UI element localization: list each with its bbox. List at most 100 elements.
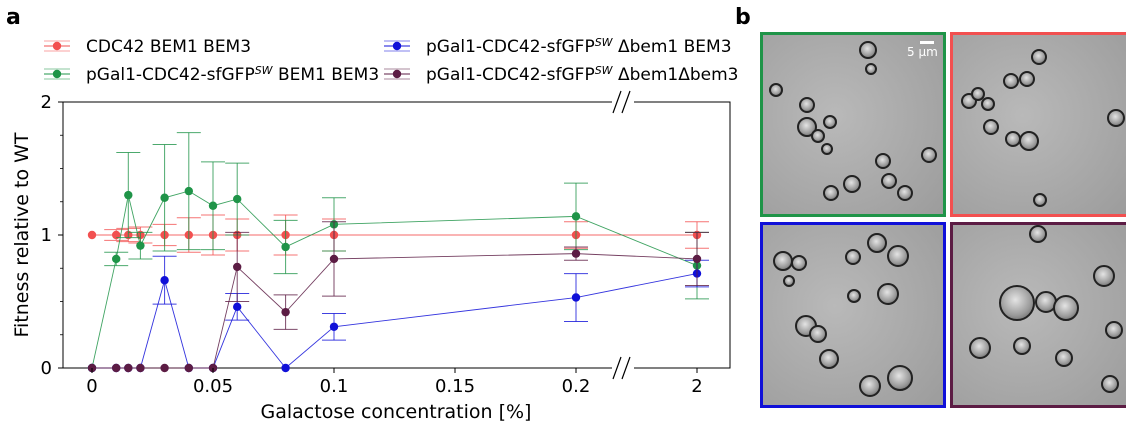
axis-break xyxy=(612,90,634,380)
cell xyxy=(887,365,913,391)
cell xyxy=(1055,349,1073,367)
cell xyxy=(897,185,913,201)
legend-item-3: pGal1-CDC42-sfGFPSW Δbem1 BEM3 xyxy=(384,36,732,58)
legend-marker-dot xyxy=(392,41,402,51)
data-point xyxy=(160,276,169,285)
data-point xyxy=(112,254,121,264)
data-point xyxy=(136,241,145,250)
data-point xyxy=(233,262,242,272)
data-point xyxy=(281,307,290,317)
cell xyxy=(875,153,891,169)
axis-break-mark-3 xyxy=(612,356,622,380)
data-point xyxy=(160,193,169,202)
data-point xyxy=(87,230,97,240)
legend-item-1: CDC42 BEM1 BEM3 xyxy=(44,37,251,57)
series-3 xyxy=(87,255,709,373)
panel-a-letter: a xyxy=(6,5,21,30)
legend-marker-dot xyxy=(392,69,402,79)
micrograph-purple-frame xyxy=(950,222,1126,408)
legend-label: pGal1-CDC42-sfGFPSW Δbem1Δbem3 xyxy=(426,64,738,86)
data-point xyxy=(692,254,702,264)
cell xyxy=(859,375,881,397)
data-point xyxy=(571,293,581,302)
cell xyxy=(1105,321,1123,339)
data-point xyxy=(233,194,242,204)
cell xyxy=(1029,225,1047,243)
series-4 xyxy=(87,221,709,373)
data-point xyxy=(329,254,339,264)
legend-item-2: pGal1-CDC42-sfGFPSW BEM1 BEM3 xyxy=(44,64,379,86)
cell xyxy=(1031,49,1047,65)
cell xyxy=(981,97,995,111)
legend-item-4: pGal1-CDC42-sfGFPSW Δbem1Δbem3 xyxy=(384,64,738,86)
cell xyxy=(1033,193,1047,207)
cell xyxy=(1003,73,1019,89)
cell xyxy=(843,175,861,193)
y-axis-ticks: 0 1 2 xyxy=(41,92,63,379)
data-point xyxy=(124,363,133,373)
cell xyxy=(859,41,877,59)
cell xyxy=(799,97,815,113)
legend-label: CDC42 BEM1 BEM3 xyxy=(86,37,251,57)
scale-bar xyxy=(920,41,934,44)
cell xyxy=(1053,295,1079,321)
cell xyxy=(865,63,877,75)
axis-break-gap-top xyxy=(612,99,634,105)
axis-break-mark-2 xyxy=(621,90,631,114)
x-tick-label: 0.1 xyxy=(320,376,349,397)
y-axis-label: Fitness relative to WT xyxy=(11,132,33,337)
cell xyxy=(887,245,909,267)
cell xyxy=(809,325,827,343)
data-point xyxy=(329,322,339,331)
cell xyxy=(1019,71,1035,87)
y-tick-label: 0 xyxy=(41,358,52,379)
x-tick-label: 0.2 xyxy=(562,376,591,397)
legend-label: pGal1-CDC42-sfGFPSW Δbem1 BEM3 xyxy=(426,36,732,58)
chart-legend: CDC42 BEM1 BEM3 pGal1-CDC42-sfGFPSW BEM1 … xyxy=(44,36,738,86)
cell xyxy=(821,143,833,155)
legend-label: pGal1-CDC42-sfGFPSW BEM1 BEM3 xyxy=(86,64,379,86)
cell xyxy=(847,289,861,303)
y-tick-label: 2 xyxy=(41,92,52,113)
micrograph-green-frame: 5 µm xyxy=(760,32,946,217)
cell xyxy=(999,285,1035,321)
cell xyxy=(969,337,991,359)
cell xyxy=(823,115,837,129)
micrograph-blue-frame xyxy=(760,222,946,408)
cell xyxy=(881,173,897,189)
cell xyxy=(783,275,795,287)
cell xyxy=(845,249,861,265)
data-point xyxy=(281,363,290,373)
scale-bar-label: 5 µm xyxy=(907,45,938,59)
plot-area: 0 0.05 0.1 0.15 0.2 2 0 1 2 xyxy=(41,90,731,397)
x-tick-label: 2 xyxy=(691,376,702,397)
cell xyxy=(1019,131,1039,151)
series-layer xyxy=(87,132,709,373)
series-1 xyxy=(87,214,709,256)
x-axis-label: Galactose concentration [%] xyxy=(261,401,532,423)
data-point xyxy=(208,201,218,210)
cell xyxy=(971,87,985,101)
cell xyxy=(921,147,937,163)
axis-break-mark-1 xyxy=(612,90,622,114)
cell xyxy=(1107,109,1125,127)
cell xyxy=(1093,265,1115,287)
series-line xyxy=(92,253,698,369)
cell xyxy=(769,83,783,97)
micrograph-red-frame xyxy=(950,32,1126,217)
cell xyxy=(819,349,839,369)
panel-b-letter: b xyxy=(735,5,751,30)
data-point xyxy=(112,363,121,373)
cell xyxy=(983,119,999,135)
cell xyxy=(1101,375,1119,393)
legend-marker-dot xyxy=(52,41,62,51)
data-point xyxy=(184,186,193,196)
data-point xyxy=(124,190,133,200)
data-point xyxy=(112,230,121,240)
legend-marker-dot xyxy=(52,69,62,79)
cell xyxy=(867,233,887,253)
data-point xyxy=(160,363,169,373)
axis-break-gap-bottom xyxy=(612,365,634,371)
cell xyxy=(877,283,899,305)
